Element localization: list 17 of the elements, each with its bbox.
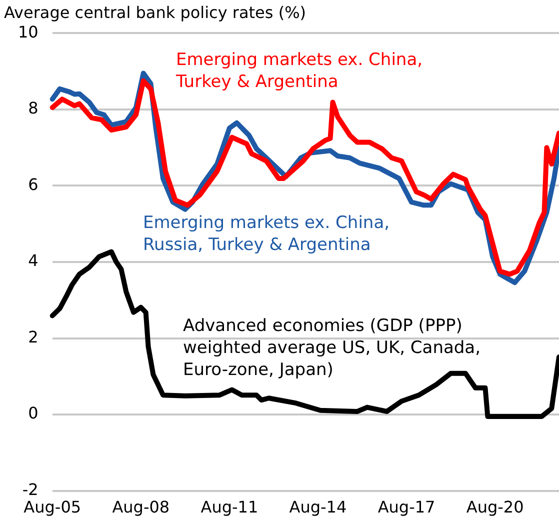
- series-label: Emerging markets ex. China, Turkey & Argentina: [175, 50, 423, 92]
- y-tick-label: 10: [18, 22, 38, 42]
- x-tick-label: Aug-05: [24, 498, 82, 517]
- x-tick-label: Aug-20: [466, 498, 524, 517]
- series-label: Advanced economies (GDP (PPP) weighted average US, UK, Canada, Euro-zone, Japan): [183, 316, 480, 380]
- y-tick-label: 8: [28, 98, 38, 118]
- series-label: Emerging markets ex. China, Russia, Turkey & Argentina: [143, 212, 390, 255]
- x-tick-label: Aug-14: [289, 498, 347, 517]
- y-tick-label: 2: [28, 327, 38, 346]
- y-tick-label: -2: [22, 480, 38, 499]
- chart-title: Average central bank policy rates (%): [4, 2, 306, 22]
- x-tick-label: Aug-11: [200, 498, 258, 517]
- y-tick-label: 6: [28, 174, 38, 194]
- x-tick-label: Aug-08: [112, 498, 170, 517]
- x-tick-label: Aug-17: [378, 498, 436, 517]
- y-tick-label: 4: [28, 251, 38, 270]
- y-tick-label: 0: [28, 404, 38, 423]
